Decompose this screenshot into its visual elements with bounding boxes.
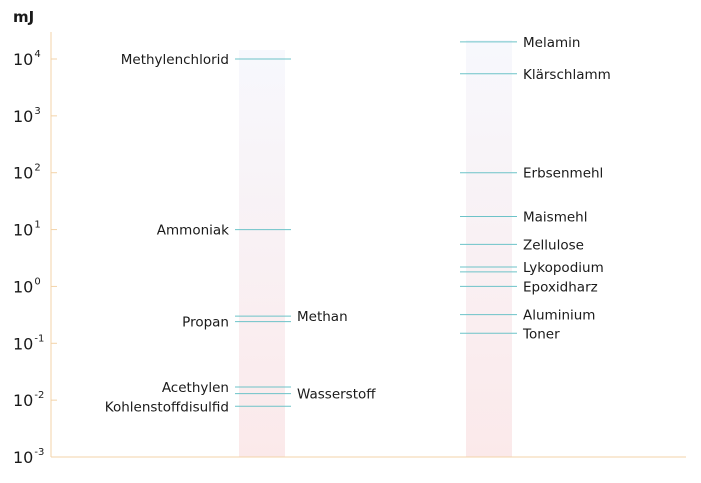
y-tick-label: 101 [13,220,41,240]
y-tick-label: 100 [13,276,41,296]
substance-label: Wasserstoff [297,387,376,403]
substance-label: Methylenchlorid [121,52,229,68]
substance-label: Propan [182,315,229,331]
y-tick-label: 10-2 [13,390,44,410]
substance-label: Erbsenmehl [523,166,603,182]
substance-label: Toner [522,326,560,342]
substance-label: Melamin [523,35,580,51]
substance-label: Kohlenstoffdisulfid [105,399,229,415]
substance-label: Lykopodium [523,260,604,276]
y-tick-label: 10-1 [13,333,44,353]
y-tick-label: 104 [13,49,41,69]
substance-label: Zellulose [523,237,584,253]
column-band [466,40,512,457]
substance-label: Aluminium [523,308,595,324]
y-tick-label: 103 [13,106,41,126]
y-axis-unit-label: mJ [13,8,34,26]
substance-label: Epoxidharz [523,279,598,295]
substance-label: Ammoniak [157,223,229,239]
substance-label: Maismehl [523,209,587,225]
y-tick-label: 10-3 [13,447,44,467]
substance-label: Methan [297,309,348,325]
y-tick-label: 102 [13,163,41,183]
substance-label: Acethylen [162,380,229,396]
column-band [239,50,285,457]
substance-label: Klärschlamm [523,67,611,83]
